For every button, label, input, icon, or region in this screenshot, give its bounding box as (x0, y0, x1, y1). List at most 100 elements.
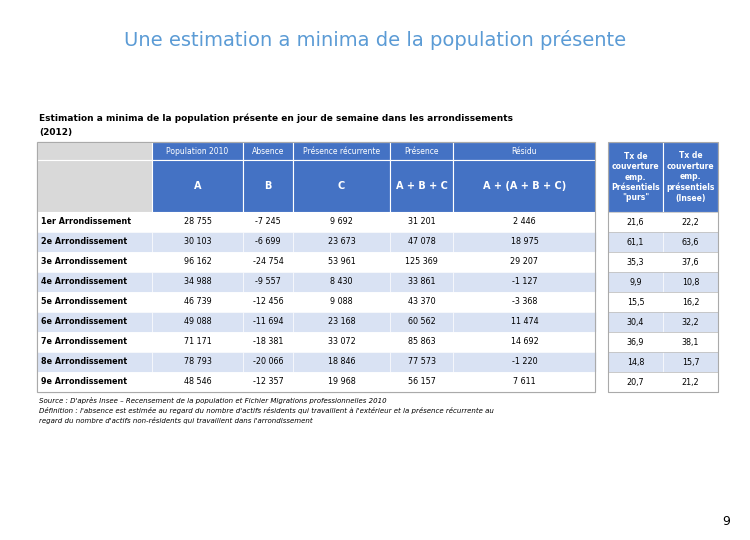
Bar (663, 292, 718, 312)
Bar (293, 272, 390, 292)
Text: 21,6: 21,6 (627, 218, 644, 226)
Text: Absence: Absence (252, 146, 284, 156)
Bar (453, 232, 596, 252)
Bar (243, 352, 293, 372)
Text: 2e Arrondissement: 2e Arrondissement (41, 238, 127, 246)
Bar (152, 332, 243, 352)
Text: A + B + C: A + B + C (395, 181, 448, 191)
Bar (608, 352, 718, 372)
Text: 4e Arrondissement: 4e Arrondissement (41, 278, 127, 287)
Bar (390, 212, 453, 232)
Text: 37,6: 37,6 (682, 258, 699, 267)
Text: C: C (338, 181, 345, 191)
Bar (390, 252, 453, 272)
Bar (390, 372, 453, 392)
Bar (37, 142, 152, 160)
Bar (663, 142, 718, 212)
Text: 31 201: 31 201 (408, 218, 435, 226)
Bar (608, 332, 718, 352)
Bar (152, 312, 243, 332)
Text: Tx de
couverture
emp.
Présentiels
"purs": Tx de couverture emp. Présentiels "purs" (611, 152, 660, 202)
Bar (243, 292, 293, 312)
Text: 14,8: 14,8 (627, 357, 644, 367)
Text: Présence: Présence (404, 146, 439, 156)
Text: 19 968: 19 968 (328, 377, 356, 387)
Text: 96 162: 96 162 (184, 258, 211, 267)
Text: Une estimation a minima de la population présente: Une estimation a minima de la population… (124, 30, 626, 51)
Bar (243, 252, 293, 272)
Text: 56 157: 56 157 (407, 377, 436, 387)
Text: 5e Arrondissement: 5e Arrondissement (41, 298, 127, 307)
Text: 7 611: 7 611 (513, 377, 535, 387)
Bar (453, 352, 596, 372)
Bar (243, 212, 293, 232)
Text: -1 127: -1 127 (512, 278, 537, 287)
Text: 16,2: 16,2 (682, 298, 699, 307)
Bar (152, 372, 243, 392)
Text: 53 961: 53 961 (328, 258, 356, 267)
Bar (293, 142, 390, 160)
Bar (37, 312, 152, 332)
Text: 7e Arrondissement: 7e Arrondissement (41, 338, 127, 347)
Bar (152, 160, 243, 212)
Bar (663, 272, 718, 292)
Text: 60 562: 60 562 (408, 318, 435, 327)
Text: 10,8: 10,8 (682, 278, 699, 287)
Bar (608, 272, 718, 292)
Text: 38,1: 38,1 (682, 338, 699, 347)
Bar (608, 312, 718, 332)
Bar (243, 332, 293, 352)
Bar (608, 252, 718, 272)
Bar (453, 212, 596, 232)
Text: 6e Arrondissement: 6e Arrondissement (41, 318, 127, 327)
Bar (453, 252, 596, 272)
Text: 43 370: 43 370 (408, 298, 435, 307)
Text: 63,6: 63,6 (682, 238, 699, 246)
Text: Estimation a minima de la population présente en jour de semaine dans les arrond: Estimation a minima de la population pré… (39, 113, 513, 123)
Text: Population 2010: Population 2010 (166, 146, 229, 156)
Bar (243, 232, 293, 252)
Text: 20,7: 20,7 (627, 377, 644, 387)
Text: 78 793: 78 793 (184, 357, 211, 367)
Bar (293, 372, 390, 392)
Bar (37, 272, 152, 292)
Bar (663, 312, 718, 332)
Text: -1 220: -1 220 (512, 357, 537, 367)
Bar (152, 142, 243, 160)
Text: -3 368: -3 368 (512, 298, 537, 307)
Text: 21,2: 21,2 (682, 377, 699, 387)
Bar (390, 272, 453, 292)
Bar (663, 372, 718, 392)
Text: 30,4: 30,4 (627, 318, 644, 327)
Bar (293, 212, 390, 232)
Bar (152, 292, 243, 312)
Text: Source : D'après Insee – Recensement de la population et Fichier Migrations prof: Source : D'après Insee – Recensement de … (39, 397, 387, 404)
Text: 61,1: 61,1 (627, 238, 644, 246)
Bar (293, 252, 390, 272)
Text: -9 557: -9 557 (255, 278, 281, 287)
Text: -7 245: -7 245 (255, 218, 280, 226)
Bar (608, 372, 663, 392)
Text: 49 088: 49 088 (184, 318, 211, 327)
Bar (608, 142, 718, 392)
Text: 33 861: 33 861 (408, 278, 435, 287)
Text: 15,7: 15,7 (682, 357, 699, 367)
Text: 18 846: 18 846 (328, 357, 356, 367)
Text: 14 692: 14 692 (511, 338, 538, 347)
Text: 77 573: 77 573 (407, 357, 436, 367)
Bar (37, 252, 152, 272)
Text: 9 692: 9 692 (330, 218, 353, 226)
Bar (608, 372, 718, 392)
Text: 33 072: 33 072 (328, 338, 356, 347)
Text: -6 699: -6 699 (255, 238, 280, 246)
Text: (2012): (2012) (39, 127, 72, 137)
Text: Présence récurrente: Présence récurrente (303, 146, 380, 156)
Bar (37, 372, 152, 392)
Bar (152, 232, 243, 252)
Bar (243, 142, 293, 160)
Bar (152, 352, 243, 372)
Bar (152, 212, 243, 232)
Text: 35,3: 35,3 (627, 258, 644, 267)
Bar (453, 142, 596, 160)
Text: A + (A + B + C): A + (A + B + C) (483, 181, 566, 191)
